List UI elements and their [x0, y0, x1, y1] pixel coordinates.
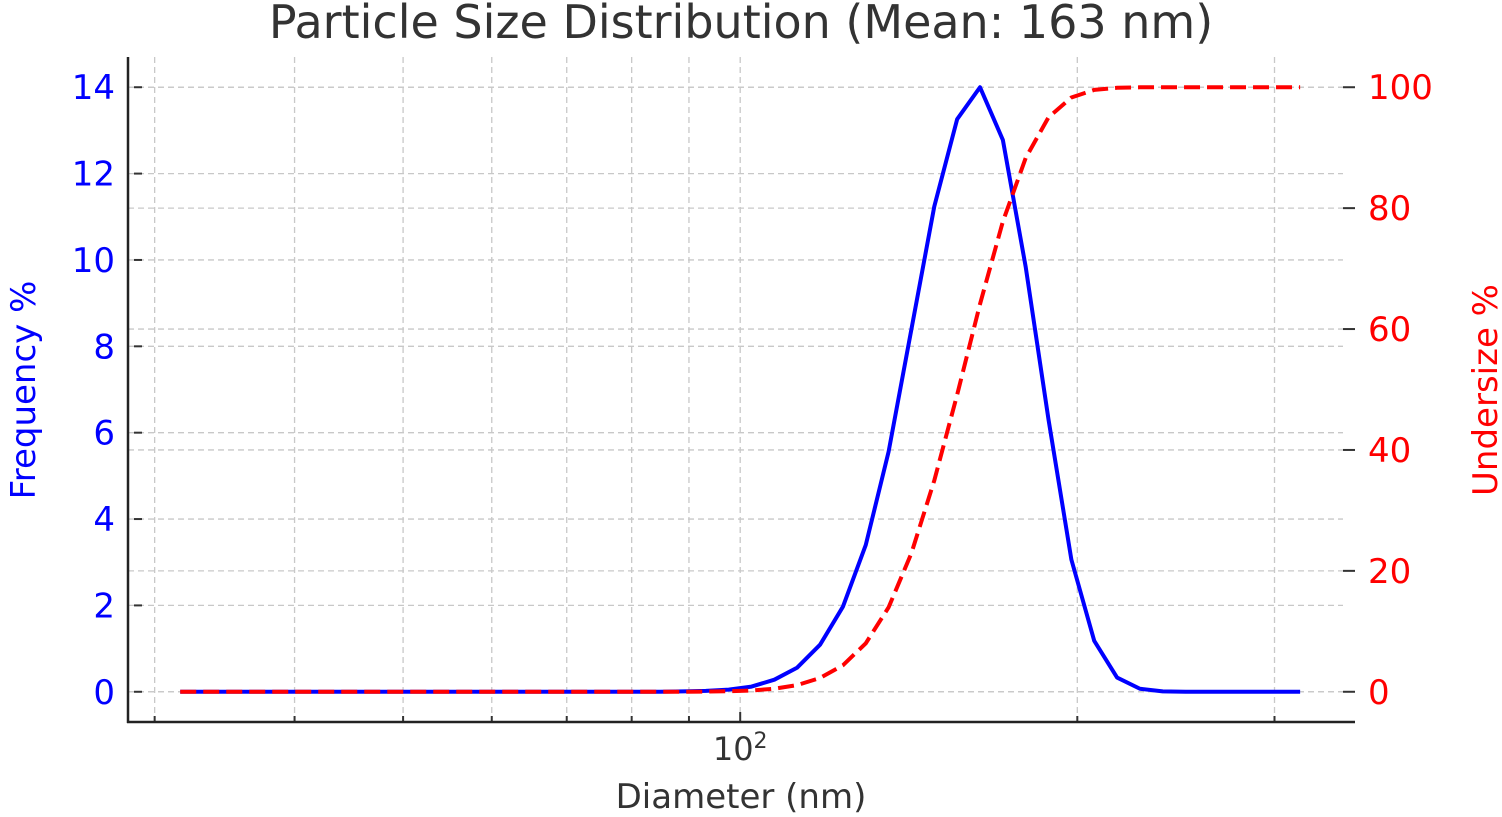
x-tick-label: 102: [713, 729, 768, 768]
y-tick-label: 0: [93, 673, 115, 713]
y-tick-label: 14: [72, 68, 115, 108]
x-axis-label: Diameter (nm): [616, 777, 867, 817]
y-tick-label: 10: [72, 241, 115, 281]
grid: [128, 57, 1343, 722]
y-tick-label: 6: [93, 414, 115, 454]
y-right-tick-label: 60: [1368, 310, 1411, 350]
y-right-tick-label: 0: [1368, 673, 1390, 713]
y-right-tick-label: 100: [1368, 68, 1433, 108]
x-tick-label-base: 10: [713, 730, 754, 768]
y-right-tick-label: 80: [1368, 189, 1411, 229]
chart-title: Particle Size Distribution (Mean: 163 nm…: [269, 0, 1213, 49]
y-axis-label-right: Undersize %: [1466, 284, 1502, 496]
y-right-tick-label: 20: [1368, 552, 1411, 592]
y-right-tick-label: 40: [1368, 431, 1411, 471]
y-tick-label: 8: [93, 327, 115, 367]
undersize-line: [180, 85, 1301, 694]
y-tick-label: 4: [93, 500, 115, 540]
y-tick-label: 2: [93, 586, 115, 626]
x-tick-label-exponent: 2: [754, 729, 768, 754]
y-axis-label-left: Frequency %: [4, 281, 44, 500]
series-lines: [180, 85, 1301, 694]
y-tick-label: 12: [72, 155, 115, 195]
